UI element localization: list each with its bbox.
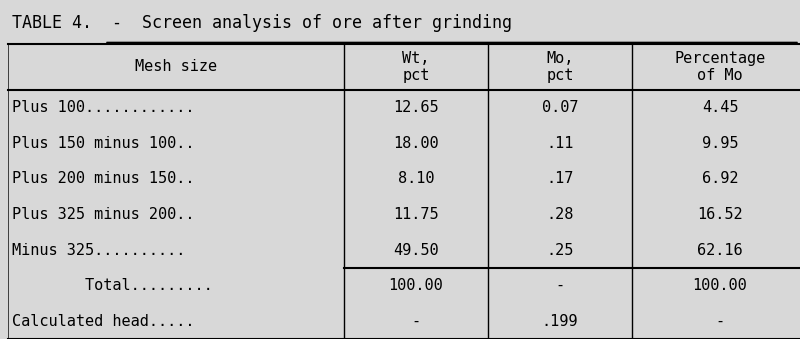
Text: 8.10: 8.10 xyxy=(398,171,434,186)
Text: -: - xyxy=(411,314,421,329)
Text: 4.45: 4.45 xyxy=(702,100,738,115)
Text: -: - xyxy=(715,314,725,329)
Text: 11.75: 11.75 xyxy=(393,207,439,222)
Text: Calculated head.....: Calculated head..... xyxy=(12,314,194,329)
Text: Plus 150 minus 100..: Plus 150 minus 100.. xyxy=(12,136,194,151)
Text: 12.65: 12.65 xyxy=(393,100,439,115)
Text: Total.........: Total......... xyxy=(12,278,213,293)
Text: 9.95: 9.95 xyxy=(702,136,738,151)
Text: .11: .11 xyxy=(546,136,574,151)
Text: 62.16: 62.16 xyxy=(697,242,743,258)
Text: Wt,
pct: Wt, pct xyxy=(402,51,430,83)
Text: TABLE 4.  -  Screen analysis of ore after grinding: TABLE 4. - Screen analysis of ore after … xyxy=(12,14,512,32)
Text: 100.00: 100.00 xyxy=(693,278,747,293)
Text: 100.00: 100.00 xyxy=(389,278,443,293)
Text: .199: .199 xyxy=(542,314,578,329)
Text: -: - xyxy=(555,278,565,293)
Text: 0.07: 0.07 xyxy=(542,100,578,115)
Text: .17: .17 xyxy=(546,171,574,186)
Text: 6.92: 6.92 xyxy=(702,171,738,186)
Text: Minus 325..........: Minus 325.......... xyxy=(12,242,186,258)
Text: Plus 200 minus 150..: Plus 200 minus 150.. xyxy=(12,171,194,186)
Text: Plus 100............: Plus 100............ xyxy=(12,100,194,115)
Text: 18.00: 18.00 xyxy=(393,136,439,151)
Text: Mo,
pct: Mo, pct xyxy=(546,51,574,83)
Text: .28: .28 xyxy=(546,207,574,222)
Text: .25: .25 xyxy=(546,242,574,258)
Text: Percentage
of Mo: Percentage of Mo xyxy=(674,51,766,83)
Text: 16.52: 16.52 xyxy=(697,207,743,222)
Text: Mesh size: Mesh size xyxy=(135,59,217,75)
Text: Plus 325 minus 200..: Plus 325 minus 200.. xyxy=(12,207,194,222)
Text: 49.50: 49.50 xyxy=(393,242,439,258)
